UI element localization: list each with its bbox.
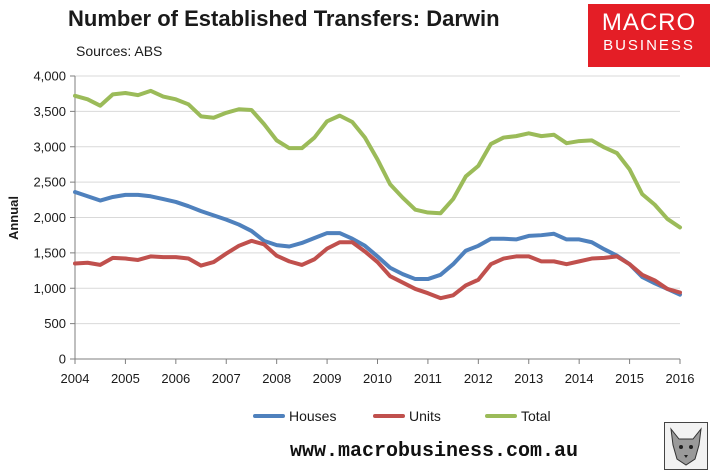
y-tick-label: 1,500 — [33, 245, 66, 260]
x-tick-label: 2013 — [514, 371, 543, 386]
gridlines — [75, 75, 680, 325]
y-tick-label: 0 — [59, 352, 66, 367]
x-tick-label: 2010 — [363, 371, 392, 386]
legend-item-units: Units — [373, 408, 441, 424]
y-tick-labels: 0 500 1,000 1,500 2,000 2,500 3,000 3,500 4,000 — [33, 69, 66, 367]
y-tick-label: 1,000 — [33, 281, 66, 296]
chart-title: Number of Established Transfers: Darwin — [68, 6, 500, 31]
x-tick-label: 2009 — [313, 371, 342, 386]
legend-label: Total — [521, 408, 551, 424]
y-tick-label: 4,000 — [33, 69, 66, 84]
footer-url[interactable]: www.macrobusiness.com.au — [290, 440, 579, 463]
legend-label: Units — [409, 408, 441, 424]
series-line-total — [73, 88, 682, 230]
legend-item-total: Total — [485, 408, 551, 424]
macrobusiness-logo: MACRO BUSINESS — [588, 4, 710, 67]
axes — [70, 75, 681, 364]
legend-item-houses: Houses — [253, 408, 336, 424]
x-tick-label: 2015 — [615, 371, 644, 386]
y-tick-label: 500 — [44, 316, 66, 331]
y-tick-label: 2,000 — [33, 210, 66, 225]
x-tick-label: 2008 — [262, 371, 291, 386]
legend-label: Houses — [289, 408, 336, 424]
logo-line-1: MACRO — [601, 9, 697, 36]
x-tick-label: 2006 — [161, 371, 190, 386]
y-tick-label: 2,500 — [33, 175, 66, 190]
chart-subtitle: Sources: ABS — [76, 43, 163, 59]
x-tick-label: 2011 — [414, 371, 442, 386]
y-tick-label: 3,000 — [33, 139, 66, 154]
series-line-units — [73, 238, 682, 301]
x-tick-label: 2014 — [565, 371, 594, 386]
series-line-houses — [73, 190, 682, 297]
y-axis-title: Annual — [6, 196, 21, 240]
series-lines — [73, 88, 682, 301]
logo-line-2: BUSINESS — [603, 37, 695, 54]
x-tick-label: 2016 — [666, 371, 695, 386]
x-tick-label: 2004 — [61, 371, 90, 386]
y-tick-label: 3,500 — [33, 104, 66, 119]
x-tick-labels: 2004 2005 2006 2007 2008 2009 2010 2011 2012 2013… — [61, 371, 695, 386]
x-tick-label: 2007 — [212, 371, 241, 386]
x-tick-label: 2005 — [111, 371, 140, 386]
legend: Houses Units Total — [253, 408, 551, 424]
x-tick-label: 2012 — [464, 371, 493, 386]
wolf-logo-icon — [664, 422, 708, 470]
